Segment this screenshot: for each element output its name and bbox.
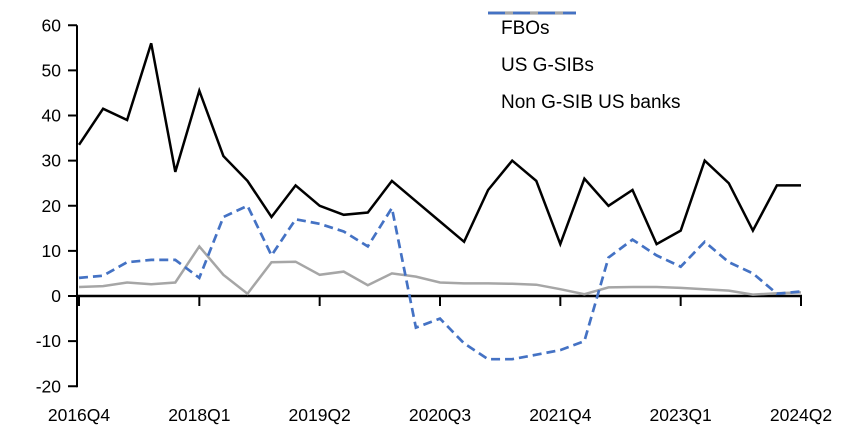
x-axis-tick-label: 2024Q2 bbox=[770, 405, 832, 425]
x-axis-tick-label: 2021Q4 bbox=[529, 405, 592, 425]
y-axis-tick-label: 0 bbox=[51, 286, 61, 306]
x-axis-tick-label: 2018Q1 bbox=[168, 405, 230, 425]
x-axis-tick-label: 2019Q2 bbox=[289, 405, 351, 425]
legend-label-non-gsib-us-banks: Non G-SIB US banks bbox=[501, 92, 681, 113]
y-axis-tick-label: 50 bbox=[42, 60, 62, 80]
y-axis-tick-label: 30 bbox=[42, 151, 62, 171]
y-axis-tick-label: 20 bbox=[42, 196, 62, 216]
series-line-fbos bbox=[77, 42, 801, 248]
legend-item-non-gsib-us-banks: Non G-SIB US banks bbox=[488, 11, 681, 121]
y-axis-tick-label: 10 bbox=[42, 241, 62, 261]
series-line-non-g-sib-us-banks bbox=[78, 204, 802, 361]
x-axis-tick-label: 2023Q1 bbox=[650, 405, 712, 425]
x-axis-tick-label: 2016Q4 bbox=[48, 405, 111, 425]
legend: FBOs US G-SIBs Non G-SIB US banks bbox=[488, 10, 681, 121]
y-axis-tick-label: 40 bbox=[42, 106, 62, 126]
legend-item-us-gsibs: US G-SIBs bbox=[488, 11, 681, 84]
legend-label-us-gsibs: US G-SIBs bbox=[501, 55, 594, 76]
y-axis-tick-label: 60 bbox=[42, 15, 62, 35]
legend-label-fbos: FBOs bbox=[501, 18, 550, 39]
series-line-us-g-sibs bbox=[78, 244, 802, 296]
x-axis-tick-label: 2020Q3 bbox=[409, 405, 471, 425]
y-axis-tick-label: -10 bbox=[36, 331, 62, 351]
non-gsib-dashed-line-swatch-icon bbox=[488, 11, 576, 15]
y-axis-tick-label: -20 bbox=[36, 376, 62, 396]
